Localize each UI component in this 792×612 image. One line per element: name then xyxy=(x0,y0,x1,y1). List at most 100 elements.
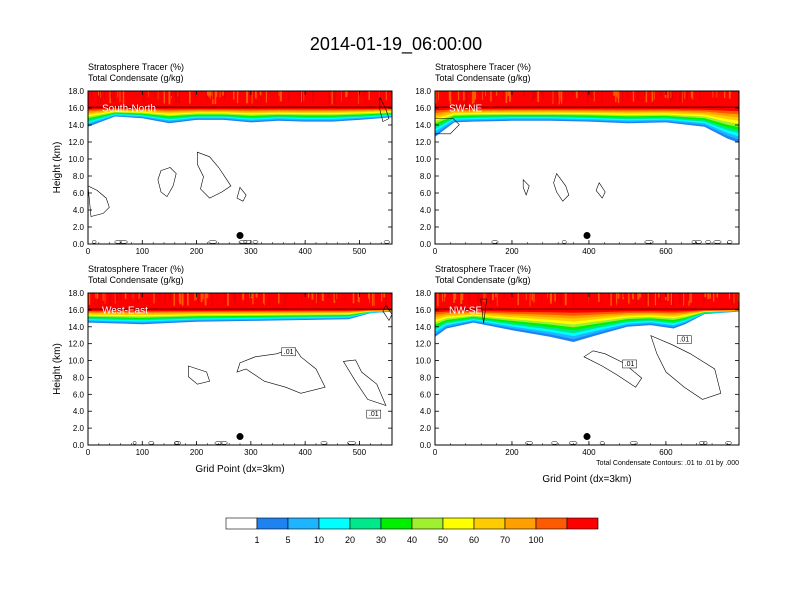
tracer-streak xyxy=(560,293,562,306)
tracer-streak xyxy=(719,293,721,302)
tracer-streak xyxy=(287,91,290,102)
colorbar-swatch xyxy=(287,517,320,530)
colorbar-swatch xyxy=(380,517,413,530)
x-axis-title: Grid Point (dx=3km) xyxy=(195,464,284,475)
tracer-streak xyxy=(237,91,239,96)
y-tick-label: 2.0 xyxy=(420,223,432,232)
tracer-streak xyxy=(373,293,375,307)
tracer-streak xyxy=(617,91,620,99)
contour-label: .01 xyxy=(369,411,379,418)
tracer-streak xyxy=(460,293,463,304)
tracer-streak xyxy=(200,293,203,303)
tracer-streak xyxy=(728,91,731,99)
panel-name-label: SW-NE xyxy=(449,103,482,114)
condensate-contour xyxy=(236,186,247,202)
tracer-streak xyxy=(556,293,558,302)
plot-area xyxy=(435,91,739,244)
condensate-contour xyxy=(252,240,259,244)
tracer-streak xyxy=(109,293,111,305)
tracer-streak xyxy=(613,91,616,96)
tracer-streak xyxy=(358,293,360,303)
tracer-streak xyxy=(197,293,199,305)
tracer-streak xyxy=(621,91,624,101)
condensate-contour xyxy=(691,240,697,244)
condensate-contour xyxy=(435,118,460,135)
tracer-streak xyxy=(667,91,669,99)
tracer-streak xyxy=(507,91,510,96)
tracer-streak xyxy=(564,91,566,103)
tracer-streak xyxy=(709,293,711,299)
x-tick-label: 200 xyxy=(505,448,519,457)
tracer-streak xyxy=(659,91,662,97)
tracer-streak xyxy=(568,91,570,97)
y-tick-label: 12.0 xyxy=(415,340,431,349)
tracer-streak xyxy=(592,91,594,99)
tracer-streak xyxy=(114,293,116,304)
tracer-streak xyxy=(109,91,111,98)
tracer-streak xyxy=(195,91,196,100)
tracer-streak xyxy=(368,91,370,100)
y-tick-label: 12.0 xyxy=(68,340,84,349)
x-tick-label: 400 xyxy=(298,448,312,457)
condensate-contour xyxy=(525,441,534,445)
tracer-streak xyxy=(117,91,119,98)
tracer-streak xyxy=(178,293,180,303)
tracer-streak xyxy=(692,91,694,100)
x-tick-label: 200 xyxy=(190,448,204,457)
location-marker xyxy=(583,232,591,239)
tracer-streak xyxy=(206,91,209,96)
location-marker xyxy=(236,232,244,239)
tracer-streak xyxy=(170,91,173,97)
tracer-streak xyxy=(175,91,177,104)
y-tick-label: 16.0 xyxy=(415,104,431,113)
tracer-streak xyxy=(682,91,683,103)
tracer-streak xyxy=(315,293,317,304)
tracer-streak xyxy=(119,293,122,301)
contour-label-box xyxy=(366,409,382,419)
x-axis-title: Grid Point (dx=3km) xyxy=(542,474,631,485)
tracer-streak xyxy=(608,293,610,298)
tracer-streak xyxy=(301,91,303,103)
tracer-streak xyxy=(358,91,359,104)
tracer-streak xyxy=(278,293,280,304)
tracer-streak xyxy=(550,293,553,301)
tracer-streak xyxy=(317,293,319,301)
tracer-streak xyxy=(156,293,158,303)
tracer-streak xyxy=(124,293,127,299)
colorbar-swatch xyxy=(318,517,351,530)
tracer-streak xyxy=(255,293,258,298)
tracer-streak xyxy=(198,293,200,300)
panel-west-east: Stratosphere Tracer (%)Total Condensate … xyxy=(52,264,393,475)
tracer-streak xyxy=(346,91,348,96)
tracer-streak xyxy=(168,91,171,105)
condensate-contour xyxy=(119,240,128,244)
tracer-streak xyxy=(636,293,637,306)
tracer-streak xyxy=(551,91,553,102)
colorbar-label: 5 xyxy=(285,535,290,545)
y-tick-label: 12.0 xyxy=(415,138,431,147)
condensate-contour xyxy=(148,441,155,445)
tracer-streak xyxy=(457,91,460,101)
tracer-streak xyxy=(251,293,253,298)
tracer-streak xyxy=(141,293,143,299)
tracer-streak xyxy=(537,91,540,102)
tracer-streak xyxy=(335,293,338,300)
tracer-streak xyxy=(571,91,574,96)
tracer-streak xyxy=(572,293,575,306)
y-tick-label: 6.0 xyxy=(73,189,85,198)
figure-title: 2014-01-19_06:00:00 xyxy=(310,34,482,55)
tracer-streak xyxy=(704,293,707,298)
colorbar-label: 20 xyxy=(345,535,355,545)
tracer-streak xyxy=(181,293,184,306)
tracer-streak xyxy=(119,91,121,102)
tracer-streak xyxy=(523,91,526,97)
tracer-streak xyxy=(637,91,639,102)
condensate-contour xyxy=(551,441,558,445)
tracer-streak xyxy=(483,293,485,302)
y-tick-label: 4.0 xyxy=(420,206,432,215)
tracer-streak xyxy=(278,91,280,97)
tracer-streak xyxy=(95,293,97,299)
tracer-streak xyxy=(525,293,527,300)
tracer-streak xyxy=(437,293,439,307)
